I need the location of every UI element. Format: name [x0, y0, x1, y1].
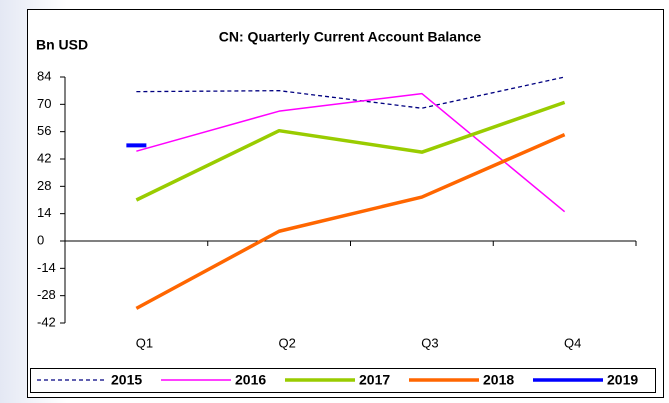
- y-tick-label: -28: [37, 287, 56, 302]
- series-line: [135, 132, 566, 310]
- y-axis-label: Bn USD: [36, 37, 88, 53]
- y-tick-label: 84: [37, 68, 51, 83]
- y-tick-label: -14: [37, 260, 56, 275]
- y-tick-label: -42: [37, 314, 56, 329]
- chart-title: CN: Quarterly Current Account Balance: [219, 29, 482, 45]
- legend-label: 2015: [111, 372, 142, 388]
- chart-frame: [27, 9, 664, 398]
- legend-label: 2018: [483, 372, 514, 388]
- x-tick-label: Q1: [136, 335, 153, 350]
- x-tick-label: Q2: [278, 335, 295, 350]
- y-tick-label: 28: [37, 178, 51, 193]
- y-tick-label: 42: [37, 150, 51, 165]
- series-line: [135, 100, 566, 202]
- x-tick-label: Q4: [564, 335, 581, 350]
- series-line: [136, 76, 565, 109]
- legend-label: 2016: [235, 372, 266, 388]
- y-tick-label: 14: [37, 205, 51, 220]
- y-tick-label: 0: [37, 232, 44, 247]
- y-tick-label: 56: [37, 123, 51, 138]
- series-line: [136, 92, 566, 213]
- y-tick-label: 70: [37, 96, 51, 111]
- legend-label: 2017: [359, 372, 390, 388]
- x-tick-label: Q3: [421, 335, 438, 350]
- legend-label: 2019: [607, 372, 638, 388]
